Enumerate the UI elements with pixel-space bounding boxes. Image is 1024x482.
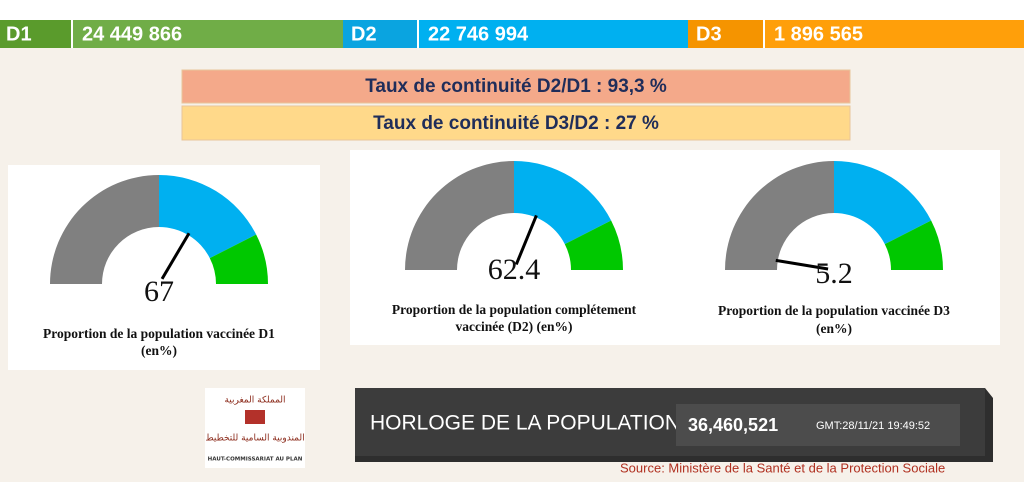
gauge-needle (775, 258, 829, 271)
d1-label-box (0, 20, 72, 48)
gauge-needle (160, 232, 191, 280)
gauge-band (50, 175, 159, 284)
gauges: 67 Proportion de la population vaccinée D… (43, 161, 950, 358)
clock-count: 36,460,521 (688, 415, 778, 435)
d3-value-box (764, 20, 1024, 48)
rate-box (181, 69, 851, 104)
gauge-caption: Proportion de la population complétement (392, 302, 637, 317)
d3-label-box (688, 20, 764, 48)
d1-label: D1 (6, 23, 32, 45)
d2-label: D2 (351, 23, 377, 45)
rate-d3-d2: Taux de continuité D3/D2 : 27 % (373, 113, 659, 134)
gauge-caption: Proportion de la population vaccinée D3 (718, 303, 950, 318)
logo-text: HAUT-COMMISSARIAT AU PLAN (208, 457, 303, 463)
d2-value: 22 746 994 (428, 23, 529, 45)
source: Source: Ministère de la Santé et de la P… (620, 460, 945, 475)
gauge-value: 62.4 (488, 253, 541, 286)
gauge-caption: vaccinée (D2) (en%) (456, 319, 573, 334)
gauge-band (159, 175, 257, 259)
gauge-caption: (en%) (141, 343, 177, 358)
top-strip (0, 0, 1024, 20)
clock-title: HORLOGE DE LA POPULATION (370, 412, 680, 435)
gauge-caption: Proportion de la population vaccinée D1 (43, 326, 275, 341)
rate-d2-d1: Taux de continuité D2/D1 : 93,3 % (365, 76, 667, 97)
d1-value: 24 449 866 (82, 23, 182, 45)
clock-box (676, 404, 960, 446)
logo-text: المندوبية السامية للتخطيط (205, 434, 304, 444)
gauge-band (514, 161, 612, 245)
rate-box (181, 105, 851, 141)
gauge-caption: (en%) (816, 321, 852, 336)
gauge-band (209, 234, 268, 284)
d2-value-box (418, 20, 688, 48)
gauge-band (725, 161, 834, 270)
d3-label: D3 (696, 23, 722, 45)
d1-value-box (72, 20, 343, 48)
d2-label-box (343, 20, 418, 48)
gauge-band (405, 161, 514, 270)
gauge-band (834, 161, 932, 245)
d3-value: 1 896 565 (774, 23, 863, 45)
logo (205, 388, 305, 468)
clock-time: GMT:28/11/21 19:49:52 (816, 420, 930, 432)
gauge-value: 5.2 (815, 257, 853, 290)
logo-emblem (245, 410, 265, 424)
gauge-value: 67 (144, 275, 174, 308)
gauge-band (884, 220, 943, 270)
gauge-needle (514, 214, 538, 266)
gauge-band (564, 220, 623, 270)
logo-text: المملكة المغربية (224, 396, 285, 406)
